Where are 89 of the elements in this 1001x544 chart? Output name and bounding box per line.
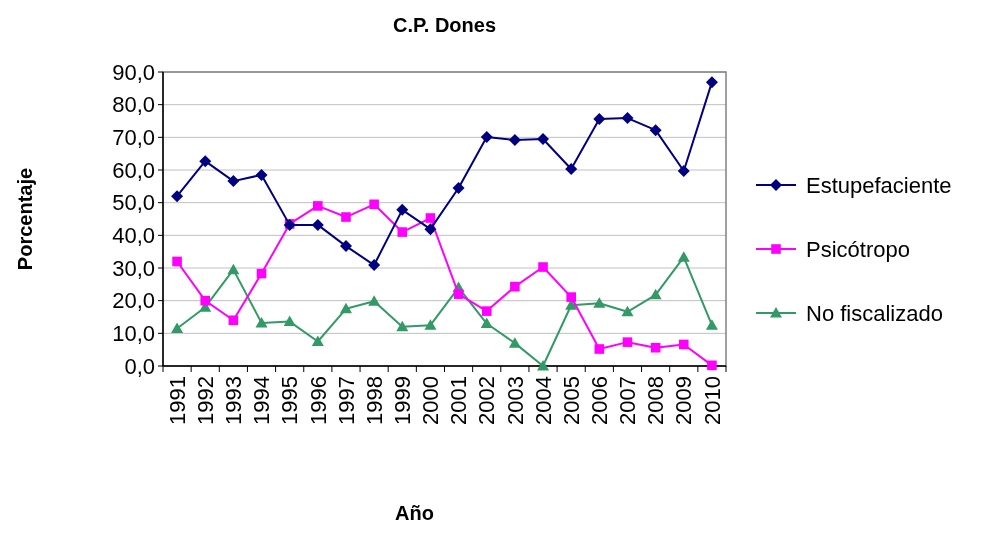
point	[705, 319, 718, 330]
point	[707, 360, 717, 371]
point	[508, 133, 521, 146]
y-tick-label: 90,0	[112, 59, 155, 85]
point	[678, 339, 689, 350]
point	[621, 112, 634, 125]
x-tick-label: 2006	[587, 376, 613, 425]
point	[677, 251, 690, 262]
x-tick-label: 1991	[164, 376, 190, 425]
point	[227, 263, 240, 275]
point	[368, 259, 381, 272]
point	[537, 132, 550, 145]
x-tick-label: 2007	[615, 376, 641, 425]
legend-label: Estupefaciente	[806, 172, 952, 198]
point	[369, 199, 379, 210]
point	[172, 256, 182, 267]
point	[341, 212, 351, 222]
point	[397, 227, 408, 237]
x-tick-label: 2010	[699, 376, 725, 425]
point	[339, 240, 352, 253]
point	[200, 295, 211, 306]
x-tick-label: 1995	[277, 376, 303, 425]
point	[622, 337, 633, 347]
y-tick-label: 60,0	[112, 157, 155, 183]
point	[677, 164, 690, 177]
x-tick-label: 2002	[474, 376, 500, 425]
point	[705, 76, 718, 89]
y-tick-label: 50,0	[112, 190, 155, 216]
point	[649, 288, 662, 300]
point	[227, 175, 240, 188]
y-tick-label: 20,0	[112, 288, 155, 314]
x-tick-label: 1996	[305, 376, 331, 425]
point	[396, 203, 409, 216]
point	[255, 316, 268, 328]
point	[537, 360, 550, 371]
point	[452, 181, 465, 194]
x-tick-label: 1997	[333, 376, 359, 425]
point	[480, 317, 493, 329]
y-tick-label: 80,0	[112, 92, 155, 118]
point	[368, 295, 381, 306]
y-tick-label: 70,0	[112, 125, 155, 151]
point	[565, 163, 578, 176]
point	[593, 297, 606, 308]
x-tick-label: 2004	[530, 376, 556, 425]
x-tick-label: 2001	[446, 376, 472, 425]
point	[199, 155, 212, 168]
x-tick-label: 1992	[192, 376, 218, 425]
point	[453, 289, 464, 299]
y-axis-title: Porcentaje	[14, 167, 36, 271]
point	[311, 335, 324, 346]
point	[339, 302, 352, 314]
point	[313, 201, 323, 211]
x-tick-label: 1994	[249, 376, 275, 425]
point	[480, 131, 493, 144]
x-tick-label: 2005	[558, 376, 584, 425]
point	[508, 337, 521, 348]
y-tick-label: 30,0	[112, 255, 155, 281]
x-tick-label: 2003	[502, 376, 528, 425]
point	[538, 262, 548, 272]
legend-label: Psicótropo	[806, 236, 910, 262]
point	[593, 113, 606, 126]
point	[171, 190, 184, 203]
y-tick-label: 10,0	[112, 321, 155, 347]
x-tick-label: 2008	[643, 376, 669, 425]
point	[594, 344, 605, 354]
x-tick-label: 1998	[361, 376, 387, 425]
x-tick-label: 2009	[671, 376, 697, 425]
point	[228, 315, 239, 326]
point	[510, 281, 520, 292]
x-tick-label: 2000	[418, 376, 444, 425]
point	[424, 223, 437, 236]
point	[171, 322, 184, 333]
y-tick-label: 40,0	[112, 223, 155, 249]
point	[283, 315, 296, 327]
x-tick-label: 1993	[221, 376, 247, 425]
point	[396, 320, 409, 332]
point	[425, 213, 436, 223]
point	[566, 292, 576, 302]
legend-label: No fiscalizado	[806, 300, 943, 326]
chart-title: C.P. Dones	[393, 14, 496, 36]
point	[649, 124, 662, 137]
x-axis-title: Año	[395, 502, 434, 524]
point	[621, 305, 634, 317]
y-tick-label: 0,0	[124, 353, 155, 379]
point	[424, 319, 437, 330]
point	[481, 306, 492, 316]
x-tick-label: 1999	[389, 376, 415, 425]
point	[255, 168, 268, 181]
point	[650, 342, 661, 353]
